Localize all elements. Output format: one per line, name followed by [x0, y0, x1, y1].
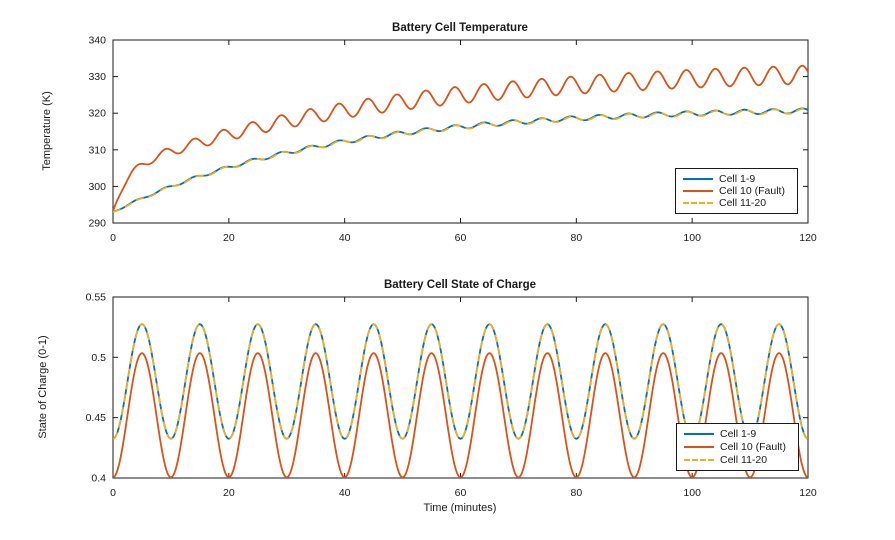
- x-tick-label: 60: [455, 487, 467, 499]
- legend-line-sample: [683, 178, 713, 180]
- series-line-cell-1-9: [113, 323, 808, 440]
- legend-row: Cell 1-9: [684, 428, 790, 441]
- legend-row: Cell 11-20: [684, 453, 790, 466]
- legend-row: Cell 11-20: [683, 197, 789, 209]
- x-tick-label: 40: [339, 232, 351, 244]
- x-tick-label: 0: [110, 487, 116, 499]
- x-tick-label: 20: [223, 232, 235, 244]
- x-tick-label: 80: [570, 232, 582, 244]
- soc-y-axis-label: State of Charge (0-1): [37, 335, 49, 438]
- y-tick-label: 290: [88, 218, 106, 230]
- temperature-chart-title: Battery Cell Temperature: [392, 22, 528, 34]
- y-tick-label: 340: [88, 35, 106, 47]
- x-tick-label: 120: [799, 232, 817, 244]
- y-tick-label: 320: [88, 108, 106, 120]
- legend-line-sample: [684, 446, 714, 448]
- x-tick-label: 100: [683, 487, 701, 499]
- soc-chart-title: Battery Cell State of Charge: [384, 279, 536, 291]
- x-tick-label: 60: [455, 232, 467, 244]
- x-tick-label: 100: [683, 232, 701, 244]
- y-tick-label: 330: [88, 71, 106, 83]
- soc-legend: Cell 1-9 Cell 10 (Fault) Cell 11-20: [676, 423, 799, 471]
- y-tick-label: 310: [88, 144, 106, 156]
- legend-row: Cell 1-9: [683, 173, 789, 185]
- legend-label: Cell 11-20: [720, 453, 768, 466]
- legend-label: Cell 11-20: [719, 197, 767, 209]
- series-line-cell-10-fault-: [113, 352, 808, 478]
- legend-line-sample: [683, 190, 713, 192]
- legend-line-sample: [683, 202, 713, 204]
- legend-label: Cell 10 (Fault): [720, 441, 786, 453]
- y-tick-label: 0.55: [86, 292, 107, 304]
- x-tick-label: 80: [570, 487, 582, 499]
- legend-row: Cell 10 (Fault): [684, 441, 790, 454]
- x-tick-label: 40: [339, 487, 351, 499]
- legend-label: Cell 1-9: [719, 173, 756, 185]
- legend-label: Cell 1-9: [720, 428, 757, 441]
- legend-line-sample: [684, 433, 714, 436]
- legend-label: Cell 10 (Fault): [719, 185, 785, 197]
- series-line-cell-10-fault-: [113, 64, 808, 212]
- temperature-y-axis-label: Temperature (K): [41, 91, 53, 170]
- temperature-chart: 0 20 40 60 80 100 120 290 300 310 320 330 340: [88, 35, 816, 245]
- y-tick-label: 0.45: [86, 412, 107, 424]
- y-tick-label: 0.5: [91, 352, 106, 364]
- y-tick-label: 300: [88, 181, 106, 193]
- x-tick-label: 0: [110, 232, 116, 244]
- x-tick-label: 20: [223, 487, 235, 499]
- temperature-legend: Cell 1-9 Cell 10 (Fault) Cell 11-20: [675, 168, 798, 214]
- legend-row: Cell 10 (Fault): [683, 185, 789, 197]
- series-line-cell-11-20: [113, 107, 808, 213]
- time-x-axis-label: Time (minutes): [424, 502, 497, 514]
- y-tick-label: 0.4: [91, 473, 106, 485]
- x-tick-label: 120: [799, 487, 817, 499]
- series-line-cell-11-20: [113, 323, 808, 440]
- legend-line-sample: [684, 458, 714, 461]
